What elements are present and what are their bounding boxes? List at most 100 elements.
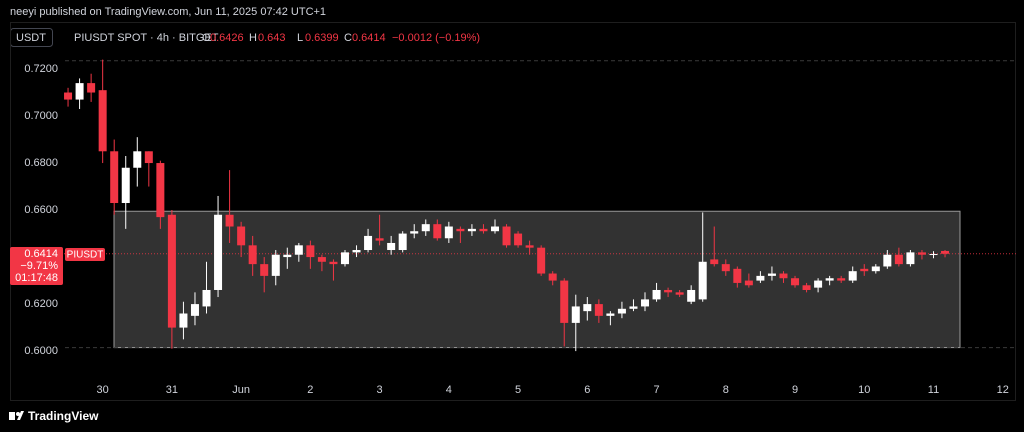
candle-body (848, 271, 857, 281)
candle-body (110, 151, 119, 204)
publisher: neeyi published on TradingView.com, Jun … (10, 6, 326, 18)
candle-body (179, 313, 188, 328)
candle-body (352, 250, 361, 253)
candle-body (641, 299, 650, 307)
candle-body (629, 306, 638, 309)
candle-body (837, 278, 846, 281)
candle-body (825, 278, 834, 281)
candle-body (167, 214, 176, 328)
candle-body (721, 264, 730, 272)
candle-body (814, 280, 823, 288)
price-label-box (10, 247, 63, 285)
candle-body (260, 264, 269, 276)
x-tick-label: 30 (97, 384, 109, 396)
symbol-tag: PIUSDT (67, 250, 104, 261)
candle-body (756, 275, 765, 281)
price-label-countdown: 01:17:48 (15, 272, 58, 284)
x-tick-label: 2 (307, 384, 313, 396)
x-tick-label: 10 (858, 384, 870, 396)
candle-body (733, 268, 742, 283)
candle-body (594, 304, 603, 316)
y-tick-label: 0.7000 (24, 110, 58, 122)
candle-body (871, 266, 880, 272)
candle-body (744, 280, 753, 286)
y-tick-label: 0.7200 (24, 63, 58, 75)
candle-body (941, 250, 950, 254)
candle-body (433, 224, 442, 239)
candle-body (294, 245, 303, 255)
candle-body (710, 259, 719, 265)
candle-body (652, 289, 661, 300)
footer-logo (9, 411, 24, 420)
candle-body (190, 304, 199, 316)
x-tick-label: 11 (928, 384, 939, 396)
candle-body (64, 92, 73, 100)
candle-body (664, 289, 673, 293)
overlay: 0.6414 −9.71% 01:17:48 PIUSDT (10, 247, 105, 285)
candle-body (248, 245, 257, 265)
candle-body (525, 245, 534, 248)
candle-body (548, 273, 557, 281)
candle-body (271, 254, 280, 276)
candle-body (502, 226, 511, 246)
candle-body (537, 247, 546, 274)
candle-body (421, 224, 430, 232)
o-value: 0.6426 (210, 32, 244, 44)
x-tick-label: 8 (723, 384, 729, 396)
candle-body (906, 252, 915, 265)
y-tick-label: 0.6000 (24, 345, 58, 357)
candle-body (121, 167, 130, 204)
candle-body (617, 308, 626, 314)
candle-body (802, 285, 811, 290)
o-key: O (202, 32, 211, 44)
candle-body (560, 280, 569, 323)
zone (113, 210, 961, 349)
candle-body (467, 228, 476, 232)
x-tick-label: 31 (166, 384, 178, 396)
candle-body (571, 306, 580, 323)
candle-body (283, 254, 292, 258)
x-tick-label: Jun (232, 384, 250, 396)
x-tick-label: 5 (515, 384, 521, 396)
logo-part (9, 412, 15, 420)
candle-body (75, 83, 84, 100)
x-tick-label: 12 (997, 384, 1009, 396)
candle-body (214, 214, 223, 290)
candle-body (444, 226, 453, 239)
logo-part (16, 412, 20, 416)
candle-body (375, 238, 384, 241)
price-label-percent: −9.71% (20, 260, 58, 272)
candle-body (490, 226, 499, 232)
c-key: C (344, 32, 352, 44)
candle-body (583, 304, 592, 312)
candle-body (514, 233, 523, 246)
candle-body (156, 163, 165, 218)
y-tick-label: 0.6600 (24, 204, 58, 216)
x-tick-label: 6 (584, 384, 590, 396)
candle-body (144, 151, 153, 164)
y-tick-label: 0.6800 (24, 157, 58, 169)
candle-body (225, 214, 234, 227)
candle-body (317, 257, 326, 262)
candle-body (675, 292, 684, 295)
logo-part (17, 411, 24, 420)
candle-body (606, 313, 615, 316)
candle-body (791, 278, 800, 286)
candle-body (364, 235, 373, 251)
l-key: L (297, 32, 303, 44)
candle-body (306, 245, 315, 258)
candle-body (698, 261, 707, 300)
h-value: 0.643 (258, 32, 286, 44)
candle-body (98, 90, 107, 152)
candle-body (340, 252, 349, 265)
candle-body (687, 289, 696, 302)
symbol-tag-box (65, 248, 105, 261)
h-key: H (249, 32, 257, 44)
quote[interactable]: USDT (16, 32, 46, 44)
y-tick-label: 0.6200 (24, 298, 58, 310)
footer-brand: TradingView (28, 409, 99, 423)
candle-body (479, 228, 488, 232)
x-tick-label: 3 (377, 384, 383, 396)
